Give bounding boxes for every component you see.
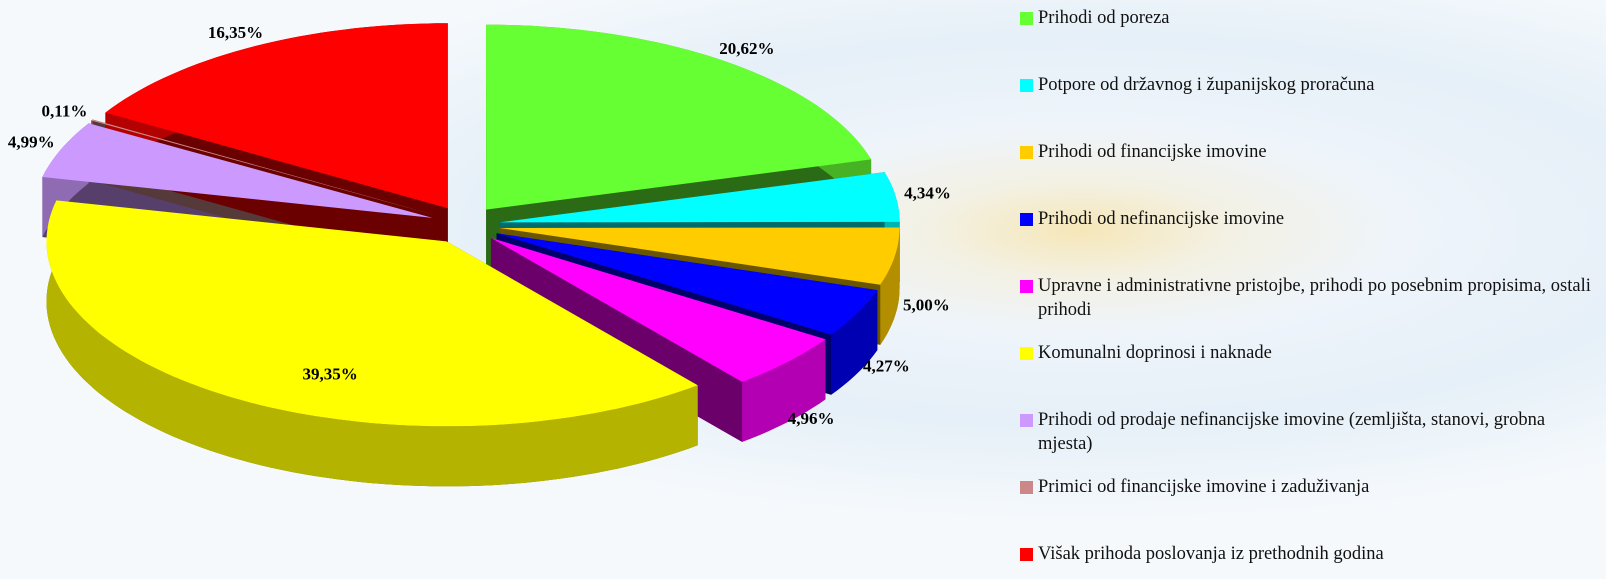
slice: [486, 24, 872, 210]
slice-side: [831, 290, 878, 395]
legend-label: Višak prihoda poslovanja iz prethodnih g…: [1038, 544, 1384, 564]
slice: [496, 233, 878, 335]
legend-swatch: [1020, 280, 1033, 293]
legend-swatch: [1020, 12, 1033, 25]
data-label: 4,27%: [863, 356, 910, 375]
legend-label: Primici od financijske imovine i zaduživ…: [1038, 477, 1370, 497]
data-label: 20,62%: [719, 39, 774, 58]
slice: [499, 172, 900, 223]
legend-label: Upravne i administrativne pristojbe, pri…: [1038, 276, 1591, 320]
legend-swatch: [1020, 548, 1033, 561]
slice-tops: [42, 23, 900, 427]
legend-item: Upravne i administrativne pristojbe, pri…: [1020, 274, 1600, 322]
legend-label: Prihodi od financijske imovine: [1038, 142, 1267, 162]
legend-item: Prihodi od poreza: [1020, 6, 1600, 30]
data-label: 4,99%: [8, 133, 55, 152]
chart: 20,62% 4,34% 5,00% 4,27% 4,96% 39,35% 4,99% 0,1…: [8, 23, 951, 487]
slice: [105, 23, 448, 209]
data-label: 5,00%: [903, 296, 950, 315]
legend-label: Komunalni doprinosi i naknade: [1038, 343, 1272, 363]
legend-swatch: [1020, 213, 1033, 226]
legend-label: Prihodi od poreza: [1038, 8, 1170, 28]
data-label: 16,35%: [208, 23, 263, 42]
slice: [91, 119, 435, 216]
slice-side: [880, 227, 900, 345]
data-label: 0,11%: [42, 101, 88, 120]
legend-label: Prihodi od prodaje nefinancijske imovine…: [1038, 410, 1546, 454]
slice-side: [46, 200, 698, 487]
slice: [42, 123, 433, 218]
legend-item: Višak prihoda poslovanja iz prethodnih g…: [1020, 542, 1600, 566]
legend-label: Prihodi od nefinancijske imovine: [1038, 209, 1285, 229]
slice: [46, 200, 698, 427]
legend-swatch: [1020, 347, 1033, 360]
legend-item: Prihodi od nefinancijske imovine: [1020, 207, 1600, 231]
data-label: 4,34%: [904, 184, 951, 203]
legend-swatch: [1020, 414, 1033, 427]
legend-item: Komunalni doprinosi i naknade: [1020, 341, 1600, 365]
data-label: 4,96%: [788, 409, 835, 428]
slice-side: [742, 339, 826, 442]
legend-item: Prihodi od prodaje nefinancijske imovine…: [1020, 408, 1600, 456]
legend-swatch: [1020, 79, 1033, 92]
legend-item: Primici od financijske imovine i zaduživ…: [1020, 475, 1600, 499]
legend-item: Prihodi od financijske imovine: [1020, 140, 1600, 164]
slice: [499, 227, 900, 285]
legend-swatch: [1020, 146, 1033, 159]
legend-swatch: [1020, 481, 1033, 494]
data-label: 39,35%: [302, 365, 357, 384]
legend-item: Potpore od državnog i županijskog prorač…: [1020, 73, 1600, 97]
slice: [490, 237, 826, 382]
legend-label: Potpore od državnog i županijskog prorač…: [1038, 75, 1375, 95]
